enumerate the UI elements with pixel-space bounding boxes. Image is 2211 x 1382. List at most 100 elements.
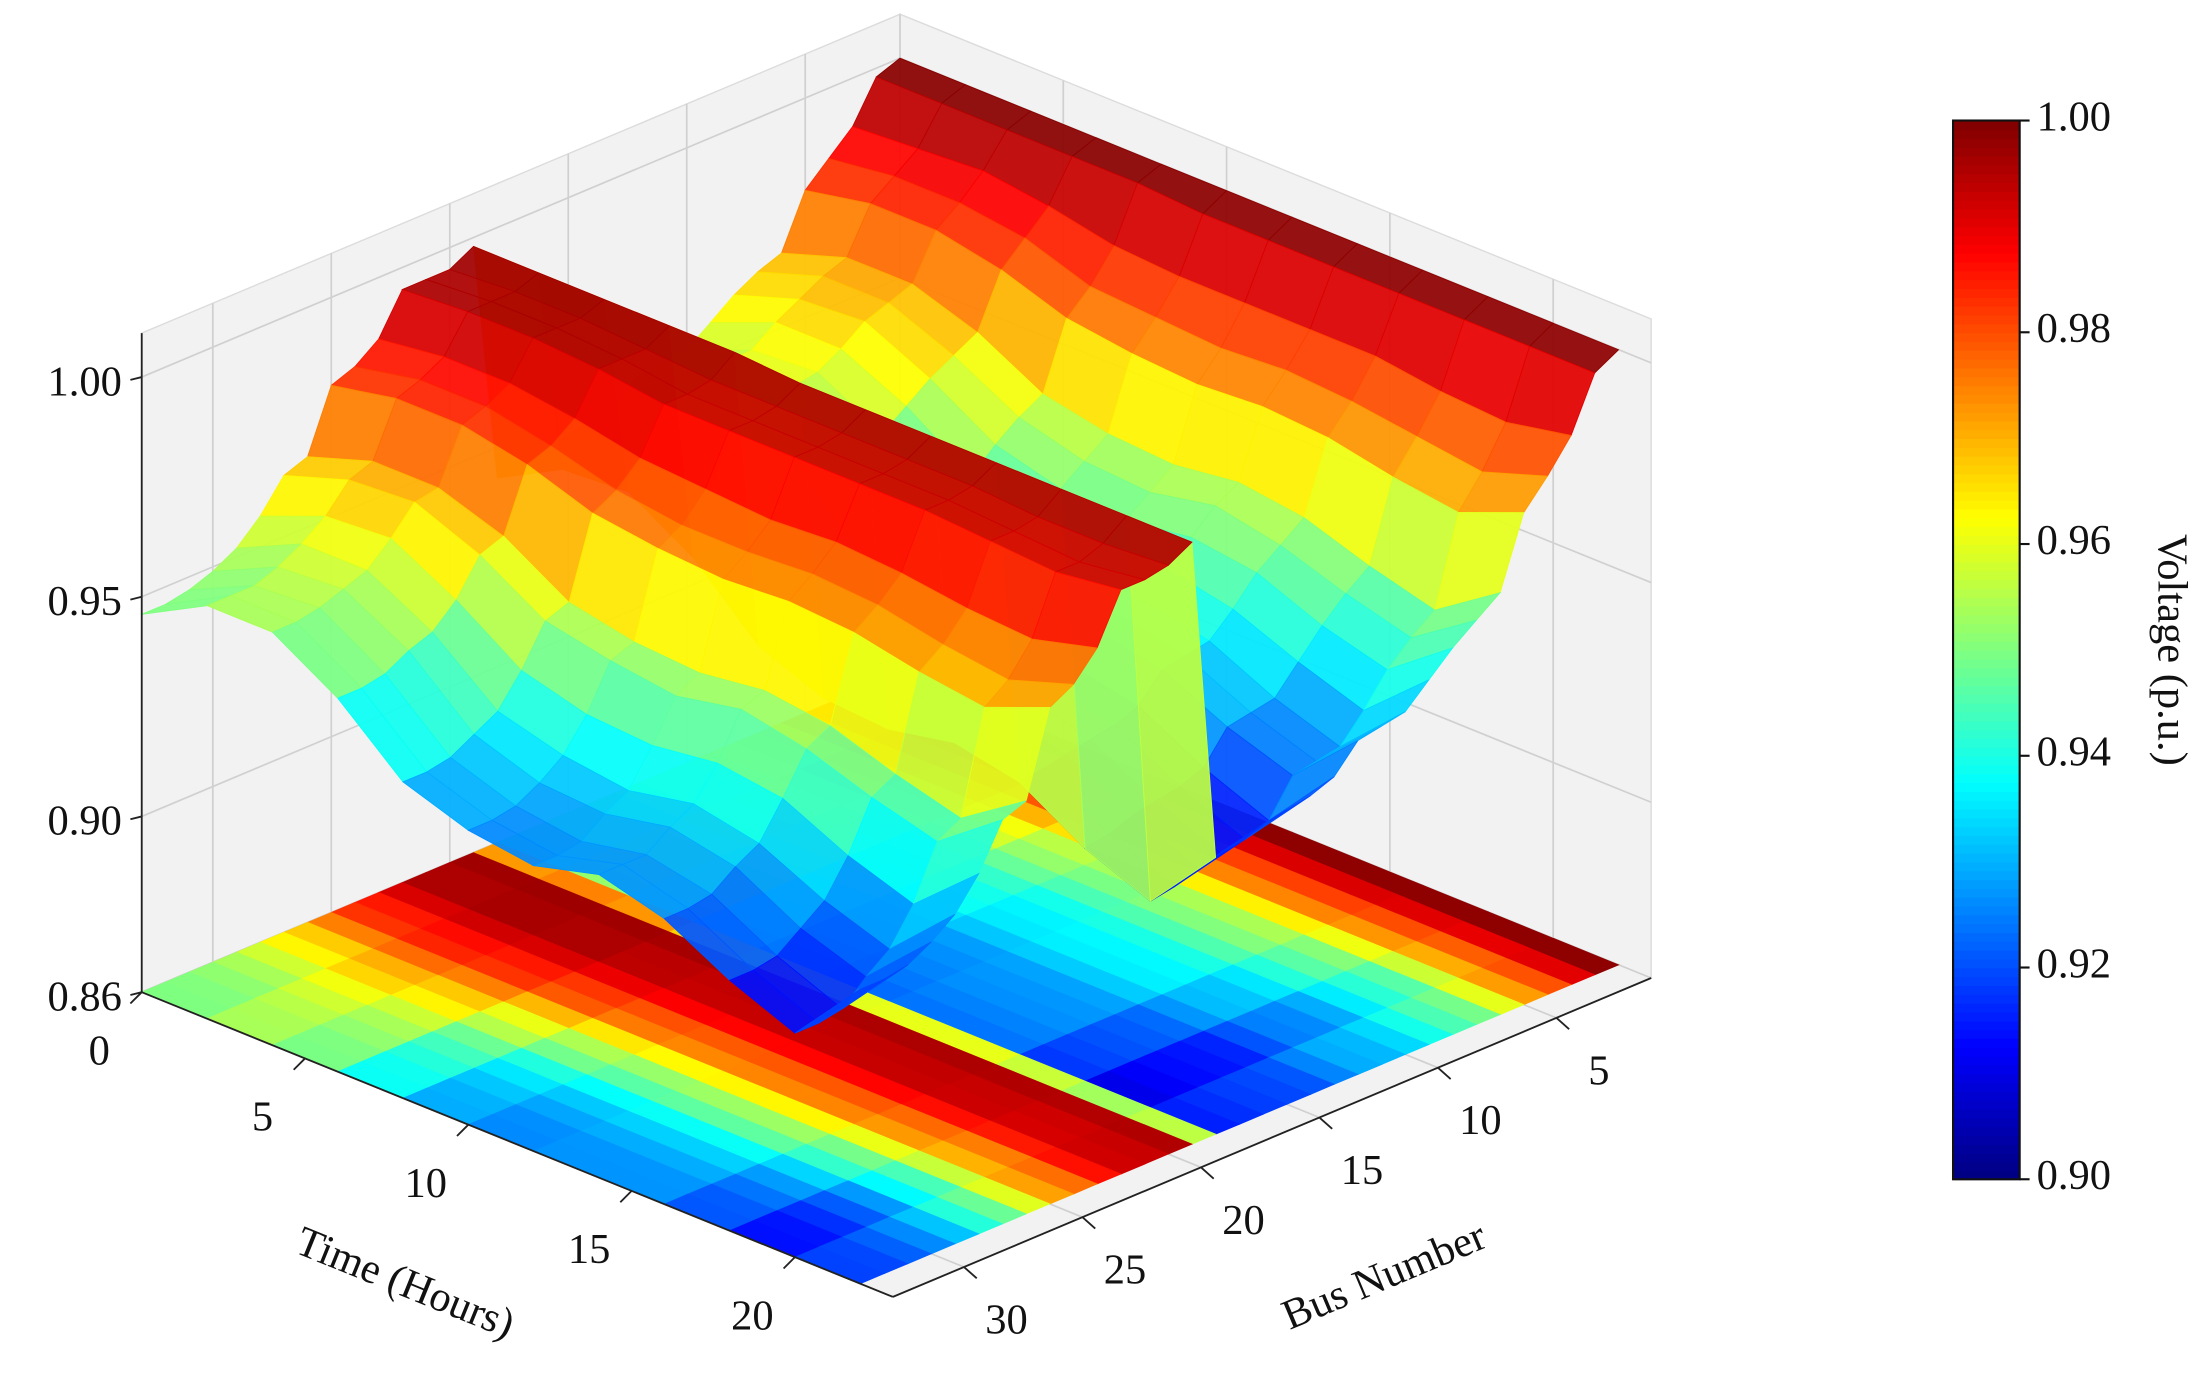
colorbar-swatch bbox=[1953, 676, 2020, 687]
colorbar-swatch bbox=[1953, 438, 2020, 448]
colorbar-swatch bbox=[1953, 429, 2020, 440]
colorbar-swatch bbox=[1953, 1170, 2020, 1181]
colorbar-swatch bbox=[1953, 623, 2020, 634]
colorbar-swatch bbox=[1953, 544, 2020, 554]
colorbar-swatch bbox=[1953, 632, 2020, 642]
colorbar-swatch bbox=[1953, 896, 2020, 907]
colorbar-swatch bbox=[1953, 570, 2020, 581]
colorbar-swatch bbox=[1953, 976, 2020, 987]
colorbar-swatch bbox=[1953, 755, 2020, 766]
colorbar-swatch bbox=[1953, 464, 2020, 475]
y-tick-label: 20 bbox=[1222, 1197, 1265, 1244]
colorbar-swatch bbox=[1953, 305, 2020, 316]
colorbar-tick-label: 1.00 bbox=[2037, 93, 2111, 140]
colorbar-swatch bbox=[1953, 799, 2020, 810]
z-tick-label: 0.90 bbox=[48, 798, 122, 845]
colorbar-swatch bbox=[1953, 491, 2020, 501]
x-tick-label: 10 bbox=[405, 1160, 448, 1207]
x-tick bbox=[293, 1057, 306, 1071]
colorbar-swatch bbox=[1953, 817, 2020, 828]
colorbar-swatch bbox=[1953, 1143, 2020, 1154]
colorbar-swatch bbox=[1953, 808, 2020, 819]
colorbar-swatch bbox=[1953, 1029, 2020, 1039]
colorbar-tick-label: 0.94 bbox=[2037, 729, 2111, 776]
surface bbox=[141, 57, 1620, 1034]
x-tick-label: 20 bbox=[731, 1292, 774, 1339]
colorbar-swatch bbox=[1953, 861, 2020, 872]
colorbar-swatch bbox=[1953, 658, 2020, 669]
colorbar-swatch bbox=[1953, 182, 2020, 192]
colorbar-swatch bbox=[1953, 367, 2020, 378]
colorbar-swatch bbox=[1953, 164, 2020, 175]
y-axis-line bbox=[892, 977, 1652, 1298]
colorbar-swatch bbox=[1953, 702, 2020, 713]
colorbar-swatch bbox=[1953, 411, 2020, 422]
colorbar-swatch bbox=[1953, 420, 2020, 431]
colorbar-swatch bbox=[1953, 482, 2020, 492]
y-tick-label: 25 bbox=[1104, 1247, 1147, 1294]
colorbar-swatch bbox=[1953, 120, 2020, 131]
colorbar-swatch bbox=[1953, 746, 2020, 757]
colorbar-swatch bbox=[1953, 314, 2020, 325]
colorbar-swatch bbox=[1953, 394, 2020, 404]
colorbar-swatch bbox=[1953, 641, 2020, 651]
colorbar-swatch bbox=[1953, 579, 2020, 589]
colorbar-swatch bbox=[1953, 191, 2020, 201]
y-tick bbox=[1437, 1067, 1452, 1080]
y-tick-label: 5 bbox=[1588, 1047, 1609, 1094]
colorbar-swatch bbox=[1953, 614, 2020, 625]
colorbar-swatch bbox=[1953, 288, 2020, 298]
colorbar-swatch bbox=[1953, 535, 2020, 545]
colorbar-swatch bbox=[1953, 296, 2020, 307]
colorbar-swatch bbox=[1953, 782, 2020, 792]
y-axis-title: Bus Number bbox=[1275, 1212, 1492, 1339]
x-tick-label: 15 bbox=[568, 1226, 611, 1273]
colorbar-swatch bbox=[1953, 941, 2020, 951]
colorbar-swatch bbox=[1953, 455, 2020, 466]
y-tick-label: 30 bbox=[985, 1296, 1028, 1343]
colorbar-swatch bbox=[1953, 1046, 2020, 1057]
colorbar-swatch bbox=[1953, 473, 2020, 484]
colorbar-swatch bbox=[1953, 561, 2020, 572]
surface-cell bbox=[794, 978, 885, 1034]
colorbar-swatch bbox=[1953, 667, 2020, 678]
colorbar-swatch bbox=[1953, 552, 2020, 563]
colorbar-swatch bbox=[1953, 694, 2020, 704]
colorbar-swatch bbox=[1953, 1135, 2020, 1145]
colorbar-swatch bbox=[1953, 217, 2020, 228]
grid-line bbox=[141, 57, 901, 378]
x-axis-title: Time (Hours) bbox=[289, 1218, 521, 1348]
colorbar-swatch bbox=[1953, 932, 2020, 942]
colorbar-swatch bbox=[1953, 1038, 2020, 1048]
colorbar-swatch bbox=[1953, 199, 2020, 210]
colorbar-swatch bbox=[1953, 1099, 2020, 1110]
z-tick bbox=[130, 595, 142, 601]
colorbar-swatch bbox=[1953, 738, 2020, 748]
colorbar-swatch bbox=[1953, 1020, 2020, 1031]
colorbar-swatch bbox=[1953, 173, 2020, 184]
z-tick-label: 1.00 bbox=[48, 358, 122, 405]
colorbar-swatch bbox=[1953, 596, 2020, 607]
colorbar-swatch bbox=[1953, 993, 2020, 1004]
colorbar-swatch bbox=[1953, 588, 2020, 598]
colorbar-tick-label: 0.92 bbox=[2037, 940, 2111, 987]
colorbar-swatch bbox=[1953, 1011, 2020, 1022]
colorbar-swatch bbox=[1953, 711, 2020, 722]
colorbar-swatch bbox=[1953, 270, 2020, 281]
colorbar-swatch bbox=[1953, 138, 2020, 148]
colorbar-tick-label: 0.90 bbox=[2037, 1152, 2111, 1199]
colorbar-swatch bbox=[1953, 649, 2020, 660]
colorbar-swatch bbox=[1953, 1126, 2020, 1136]
colorbar-swatch bbox=[1953, 843, 2020, 854]
x-axis-line bbox=[141, 991, 894, 1298]
colorbar-swatch bbox=[1953, 208, 2020, 219]
colorbar-swatch bbox=[1953, 685, 2020, 695]
colorbar-swatch bbox=[1953, 1161, 2020, 1172]
y-tick bbox=[963, 1266, 978, 1280]
colorbar-swatch bbox=[1953, 1073, 2020, 1084]
colorbar-swatch bbox=[1953, 279, 2020, 290]
colorbar-swatch bbox=[1953, 949, 2020, 960]
z-tick bbox=[130, 376, 142, 381]
colorbar-swatch bbox=[1953, 376, 2020, 387]
